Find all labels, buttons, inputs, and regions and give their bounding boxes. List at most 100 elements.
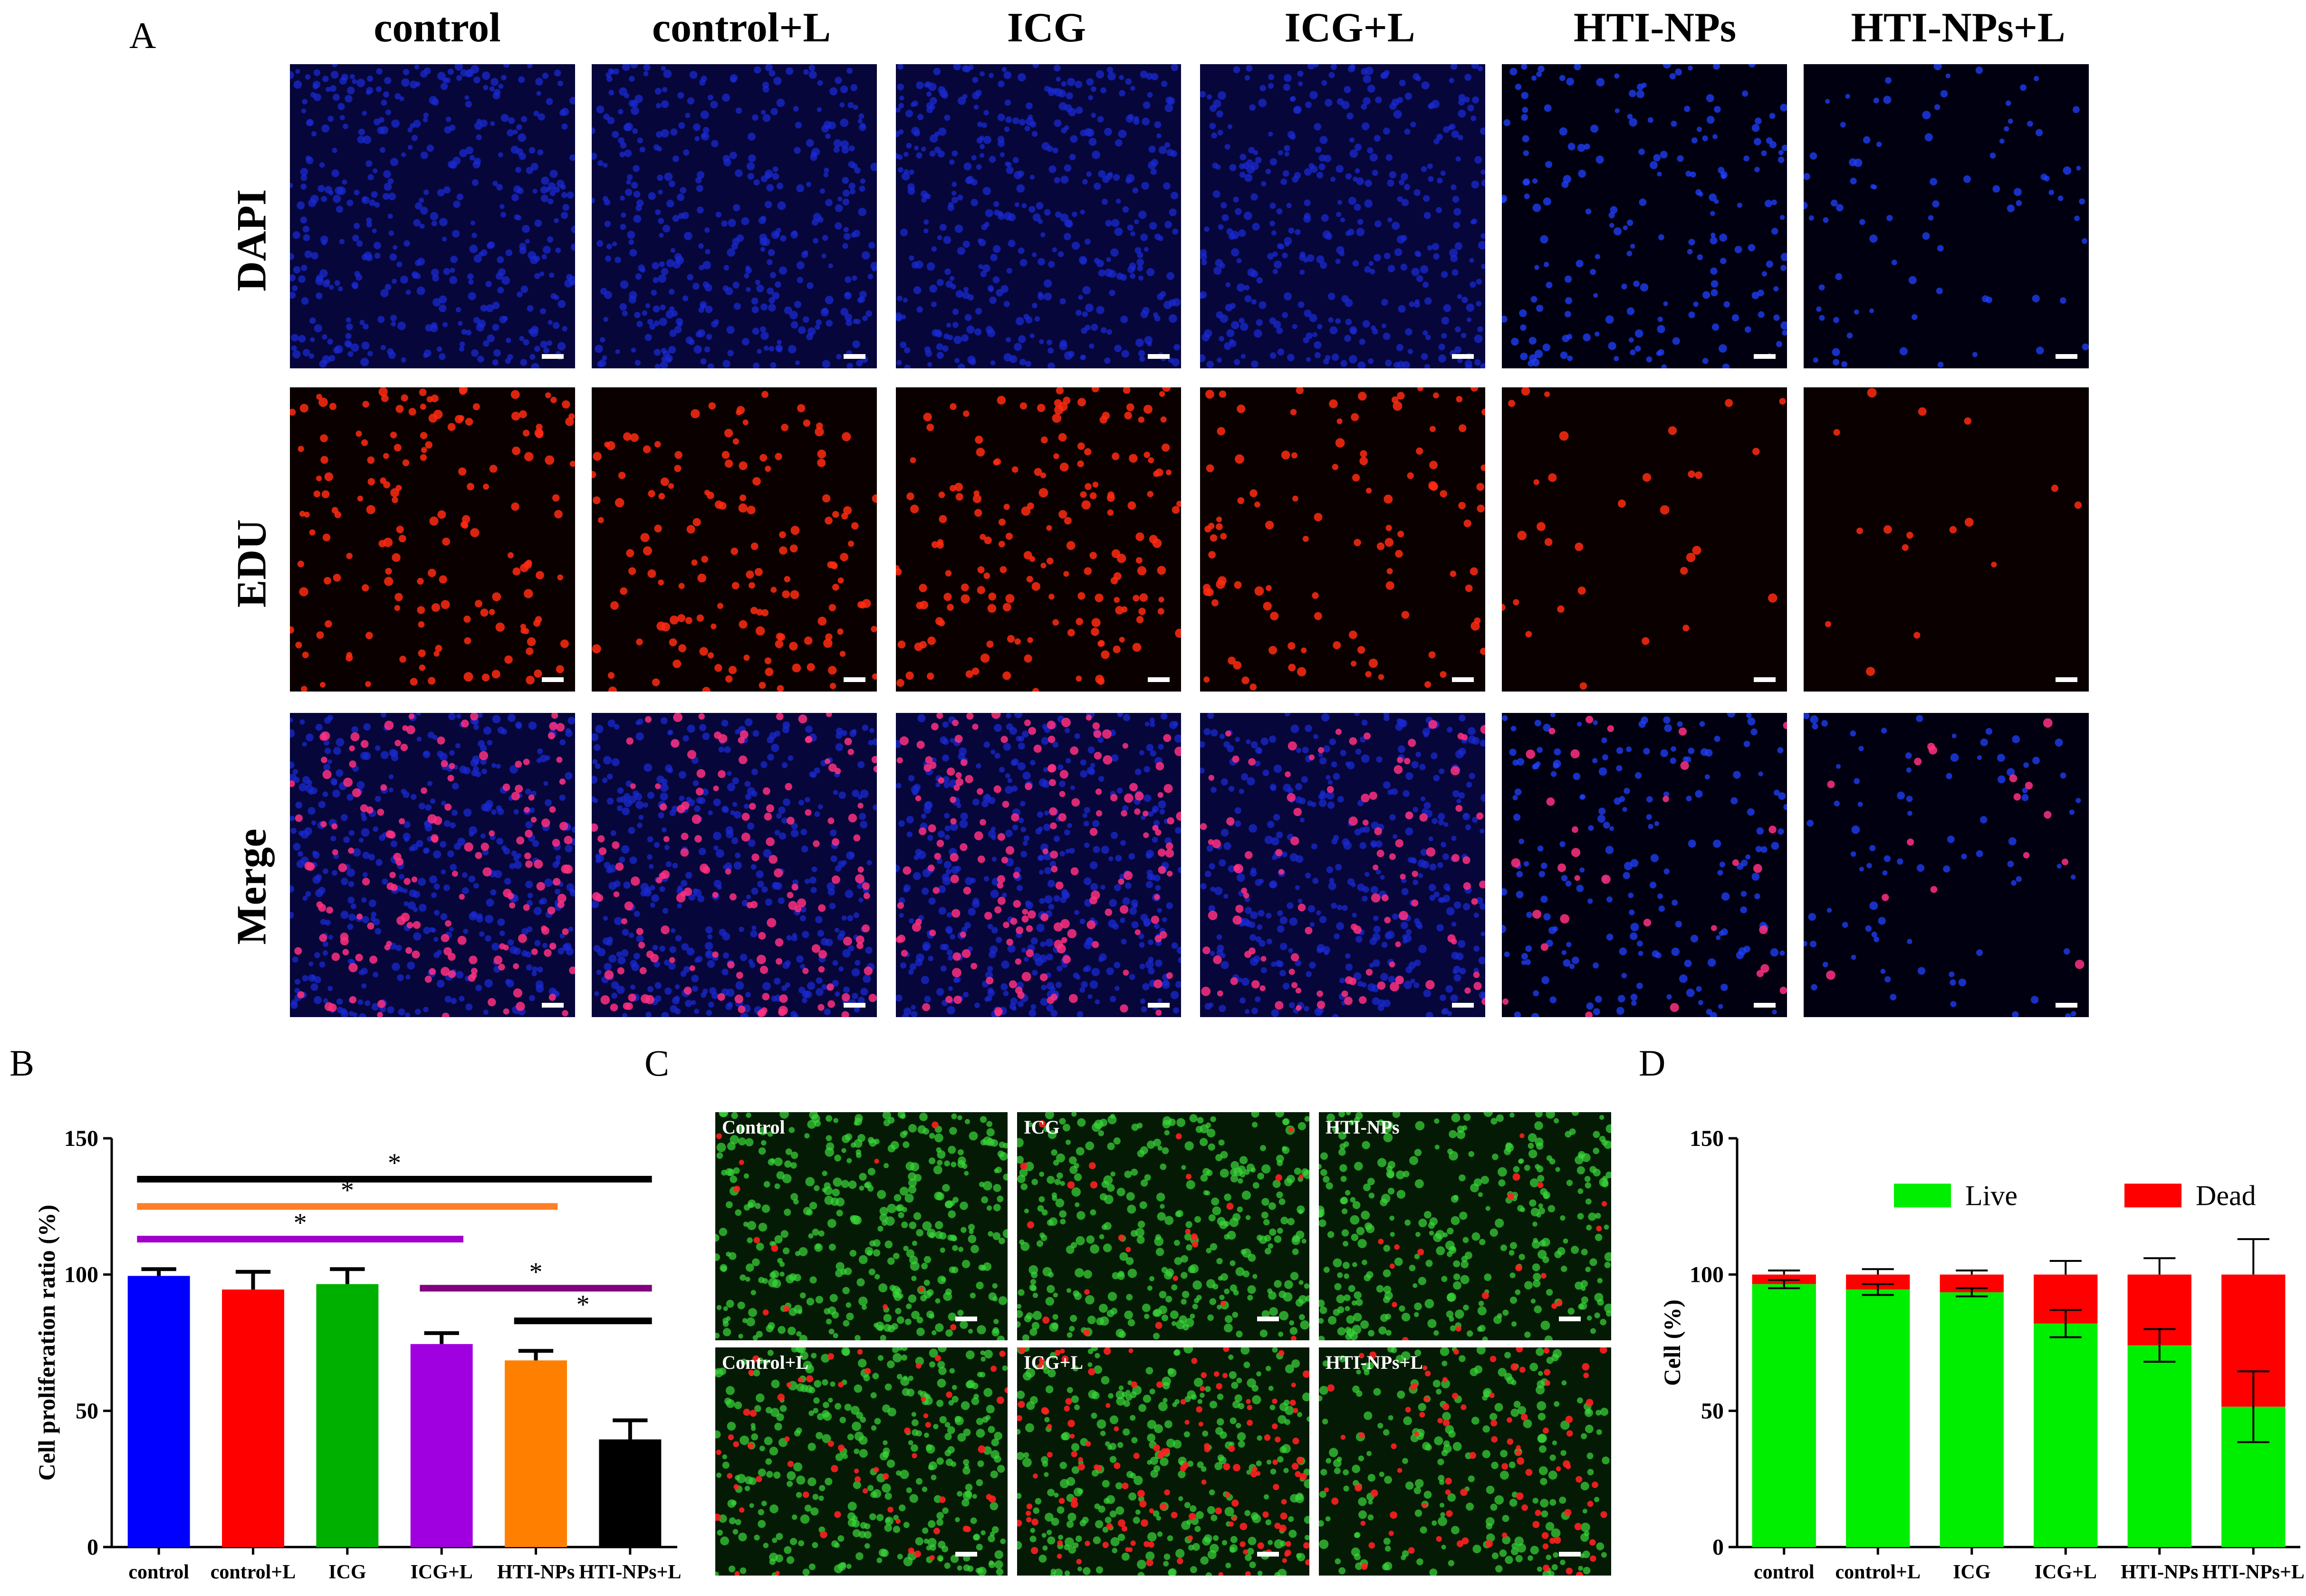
live-dead-image-hti-nps	[1319, 1112, 1611, 1340]
live-dead-label: ICG+L	[1024, 1352, 1084, 1373]
scale-bar	[955, 1317, 977, 1321]
scale-bar	[844, 677, 865, 682]
scale-bar	[1148, 677, 1170, 682]
micrograph-merge-hti-nps-l	[1804, 713, 2089, 1017]
y-tick-label: 150	[64, 1126, 98, 1151]
live-dead-label: HTI-NPs	[1326, 1116, 1400, 1138]
x-tick-label: control+L	[211, 1561, 296, 1583]
column-header-hti-nps: HTI-NPs	[1573, 5, 1737, 51]
y-tick-label: 100	[64, 1262, 98, 1288]
live-dead-label: ICG	[1024, 1116, 1060, 1138]
scale-bar	[542, 1003, 564, 1008]
y-axis-label: Cell (%)	[1659, 1299, 1685, 1386]
bar-control	[127, 1276, 190, 1547]
scale-bar	[1257, 1317, 1279, 1321]
scale-bar	[1148, 1003, 1170, 1008]
live-dead-image-hti-nps-ll	[1319, 1347, 1611, 1576]
y-tick-label: 0	[1712, 1535, 1724, 1560]
x-tick-label: HTI-NPs	[2121, 1561, 2198, 1583]
scale-bar	[844, 1003, 865, 1008]
bar-HTI-NPs	[505, 1360, 567, 1547]
live-dead-label: Control+L	[722, 1352, 809, 1373]
y-tick-label: 150	[1690, 1126, 1724, 1151]
scale-bar	[1754, 677, 1776, 682]
scale-bar	[542, 354, 564, 359]
bar-live-ICG+L	[2034, 1323, 2098, 1547]
bar-live-control+L	[1846, 1289, 1910, 1547]
x-tick-label: control	[1754, 1561, 1815, 1583]
micrograph-dapi-icg-l	[1200, 64, 1485, 368]
scale-bar	[1559, 1552, 1581, 1557]
bar-control+L	[222, 1289, 284, 1547]
scale-bar	[1148, 354, 1170, 359]
significance-star: *	[388, 1148, 401, 1178]
scale-bar	[542, 677, 564, 682]
live-dead-image-icg	[1017, 1112, 1309, 1340]
bar-live-control	[1752, 1284, 1816, 1547]
column-header-control-l: control+L	[652, 5, 831, 51]
x-tick-label: ICG+L	[2035, 1561, 2097, 1583]
live-dead-image-icg-ll	[1017, 1347, 1309, 1576]
scale-bar	[955, 1552, 977, 1557]
bar-ICG	[316, 1284, 379, 1547]
significance-star: *	[576, 1290, 590, 1319]
scale-bar	[1559, 1317, 1581, 1321]
scale-bar	[1452, 354, 1474, 359]
panel-letter-d: D	[1639, 1042, 1666, 1084]
live-dead-label: Control	[722, 1116, 785, 1138]
column-header-control: control	[374, 5, 501, 51]
significance-star: *	[529, 1257, 543, 1287]
live-dead-label: HTI-NPs+L	[1326, 1352, 1423, 1373]
row-header-merge: Merge	[229, 828, 275, 945]
row-header-dapi: DAPI	[229, 189, 275, 292]
y-tick-label: 50	[1701, 1398, 1724, 1423]
scale-bar	[2056, 354, 2077, 359]
micrograph-merge-icg-l	[1200, 713, 1485, 1017]
column-header-icg-l: ICG+L	[1284, 5, 1415, 51]
micrograph-dapi-hti-nps	[1502, 64, 1787, 368]
panel-letter-c: C	[644, 1042, 670, 1084]
micrograph-merge-hti-nps	[1502, 713, 1787, 1017]
panel-letter-a: A	[129, 15, 156, 56]
micrograph-edu-hti-nps	[1502, 387, 1787, 692]
micrograph-edu-control	[290, 387, 575, 692]
x-tick-label: ICG	[1953, 1561, 1990, 1583]
micrograph-edu-hti-nps-l	[1804, 387, 2089, 692]
scale-bar	[1452, 1003, 1474, 1008]
legend-label-dead: Dead	[2196, 1180, 2256, 1211]
x-tick-label: HTI-NPs+L	[2202, 1561, 2305, 1583]
micrograph-dapi-icg	[896, 64, 1181, 368]
x-tick-label: control+L	[1835, 1561, 1921, 1583]
scale-bar	[844, 354, 865, 359]
scale-bar	[2056, 677, 2077, 682]
micrograph-merge-control	[290, 713, 575, 1017]
scale-bar	[1754, 354, 1776, 359]
micrograph-dapi-control	[290, 64, 575, 368]
scale-bar	[1257, 1552, 1279, 1557]
bar-ICG+L	[410, 1344, 473, 1547]
micrograph-edu-icg	[896, 387, 1181, 692]
x-tick-label: HTI-NPs+L	[579, 1561, 681, 1583]
significance-star: *	[341, 1175, 354, 1205]
live-dead-image-control-ll	[715, 1347, 1008, 1576]
significance-star: *	[294, 1208, 307, 1238]
column-header-icg: ICG	[1007, 5, 1086, 51]
bar-live-HTI-NPs	[2127, 1345, 2191, 1547]
micrograph-edu-icg-l	[1200, 387, 1485, 692]
legend-swatch-dead	[2124, 1183, 2181, 1208]
scale-bar	[2056, 1003, 2077, 1008]
legend-label-live: Live	[1965, 1180, 2018, 1211]
legend-swatch-live	[1894, 1183, 1951, 1208]
y-axis-label: Cell proliferation ratio (%)	[33, 1205, 60, 1481]
y-tick-label: 0	[87, 1535, 98, 1560]
live-dead-stacked-bar-chart: 0 50 100 150 Cell (%) control control+L ICG ICG+…	[1659, 1126, 2305, 1583]
column-header-hti-nps-l: HTI-NPs+L	[1851, 5, 2066, 51]
bar-live-ICG	[1940, 1292, 2004, 1547]
x-tick-label: HTI-NPs	[497, 1561, 575, 1583]
bar-HTI-NPs+L	[599, 1439, 662, 1547]
x-tick-label: ICG	[328, 1561, 366, 1583]
proliferation-bar-chart: 0 50 100 150 Cell proliferation ratio (%) con…	[33, 1126, 681, 1583]
live-dead-image-control	[715, 1112, 1008, 1340]
scale-bar	[1754, 1003, 1776, 1008]
scale-bar	[1452, 677, 1474, 682]
